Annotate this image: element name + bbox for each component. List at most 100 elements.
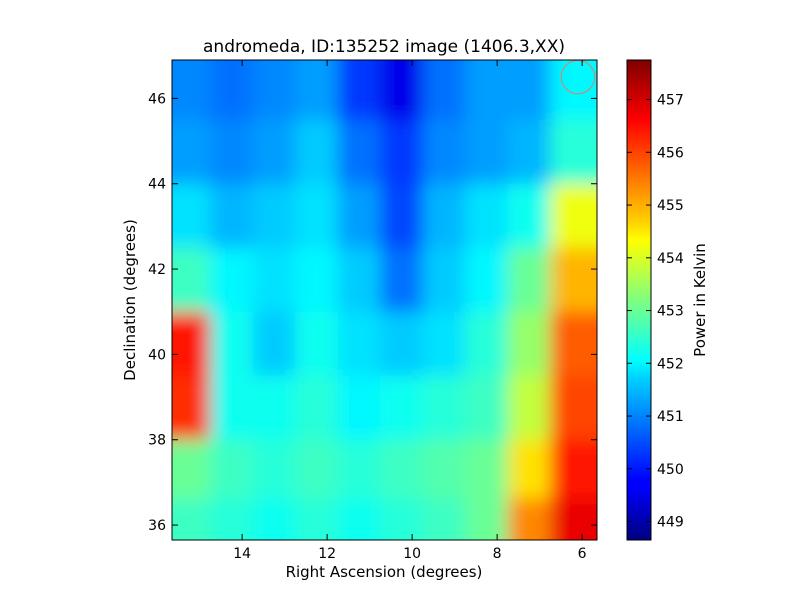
colorbar-ticks: 449 450 451 452 453 454 455 456 457: [627, 93, 684, 531]
colorbar-tick-label: 457: [657, 93, 684, 109]
heatmap-cell: [252, 60, 297, 121]
heatmap-cell: [295, 60, 339, 121]
heatmap-cell: [337, 375, 382, 441]
heatmap-cell: [295, 375, 339, 441]
colorbar-tick-label: 450: [657, 462, 684, 478]
heatmap-cell: [507, 183, 552, 249]
x-tick-label: 6: [578, 546, 587, 562]
heatmap-cell: [380, 375, 424, 441]
heatmap-cell: [507, 375, 552, 441]
heatmap-cell: [210, 247, 254, 313]
y-tick-label: 44: [148, 177, 166, 193]
y-tick-label: 40: [148, 347, 166, 363]
colorbar: [626, 59, 652, 541]
heatmap-cell: [295, 311, 339, 377]
heatmap-cell: [550, 119, 597, 185]
heatmap-cell: [172, 498, 212, 540]
x-tick-label: 8: [493, 546, 502, 562]
heatmap-cell: [422, 247, 467, 313]
x-tick-label: 14: [233, 546, 251, 562]
heatmap-cell: [550, 183, 597, 249]
heatmap-cell: [295, 439, 339, 500]
heatmap-cell: [252, 439, 297, 500]
heatmap-cell: [422, 311, 467, 377]
y-tick-label: 46: [148, 91, 166, 107]
heatmap-cell: [507, 60, 552, 121]
colorbar-label: Power in Kelvin: [691, 243, 709, 357]
heatmap-cell: [422, 60, 467, 121]
heatmap-cell: [465, 60, 509, 121]
colorbar-tick-label: 449: [657, 515, 684, 531]
heatmap-cell: [465, 375, 509, 441]
heatmap-cell: [465, 439, 509, 500]
heatmap-cell: [210, 60, 254, 121]
colorbar-tick-label: 451: [657, 409, 684, 425]
heatmap-cell: [337, 183, 382, 249]
chart-title: andromeda, ID:135252 image (1406.3,XX): [203, 37, 565, 57]
y-tick-label: 38: [148, 433, 166, 449]
heatmap-cell: [172, 375, 212, 441]
heatmap-cell: [550, 311, 597, 377]
heatmap-cell: [465, 183, 509, 249]
heatmap-cell: [337, 119, 382, 185]
heatmap-cell: [210, 119, 254, 185]
heatmap-cell: [210, 439, 254, 500]
heatmap-cell: [210, 183, 254, 249]
heatmap-cell: [380, 183, 424, 249]
heatmap-cell: [422, 183, 467, 249]
heatmap-cell: [465, 119, 509, 185]
heatmap-cell: [465, 311, 509, 377]
heatmap-cell: [210, 375, 254, 441]
heatmap-cell: [465, 498, 509, 540]
heatmap-cell: [172, 183, 212, 249]
heatmap-cell: [252, 119, 297, 185]
heatmap-cell: [210, 311, 254, 377]
heatmap-cell: [252, 311, 297, 377]
colorbar-tick-label: 452: [657, 356, 684, 372]
colorbar-tick-label: 455: [657, 198, 684, 214]
heatmap-cell: [507, 439, 552, 500]
heatmap-cell: [465, 247, 509, 313]
heatmap-cell: [550, 247, 597, 313]
heatmap-cell: [172, 247, 212, 313]
heatmap-cell: [252, 247, 297, 313]
heatmap-cell: [252, 375, 297, 441]
heatmap-cell: [172, 439, 212, 500]
heatmap-cell: [550, 375, 597, 441]
heatmap-cell: [337, 498, 382, 540]
heatmap-cell: [507, 247, 552, 313]
heatmap-cell: [380, 119, 424, 185]
heatmap-cell: [295, 183, 339, 249]
heatmap-cell: [422, 119, 467, 185]
heatmap-cell: [295, 498, 339, 540]
heatmap-area: [172, 60, 597, 540]
y-axis-ticks: 36 38 40 42 44 46: [148, 91, 597, 534]
heatmap-cell: [380, 498, 424, 540]
y-tick-label: 36: [148, 518, 166, 534]
x-tick-label: 12: [318, 546, 336, 562]
heatmap-cell: [550, 439, 597, 500]
heatmap-cells: [172, 60, 597, 540]
heatmap-cell: [380, 439, 424, 500]
heatmap-cell: [422, 498, 467, 540]
y-tick-label: 42: [148, 262, 166, 278]
heatmap-cell: [507, 498, 552, 540]
heatmap-cell: [507, 119, 552, 185]
heatmap-cell: [550, 498, 597, 540]
y-axis-label: Declination (degrees): [121, 219, 139, 381]
heatmap-cell: [295, 119, 339, 185]
heatmap-cell: [550, 60, 597, 121]
heatmap-cell: [337, 247, 382, 313]
heatmap-cell: [507, 311, 552, 377]
heatmap-cell: [337, 311, 382, 377]
heatmap-cell: [422, 439, 467, 500]
heatmap-cell: [252, 183, 297, 249]
heatmap-cell: [172, 60, 212, 121]
heatmap-cell: [172, 119, 212, 185]
heatmap-cell: [380, 60, 424, 121]
heatmap-cell: [337, 439, 382, 500]
heatmap-cell: [172, 311, 212, 377]
heatmap-cell: [422, 375, 467, 441]
heatmap-cell: [380, 311, 424, 377]
